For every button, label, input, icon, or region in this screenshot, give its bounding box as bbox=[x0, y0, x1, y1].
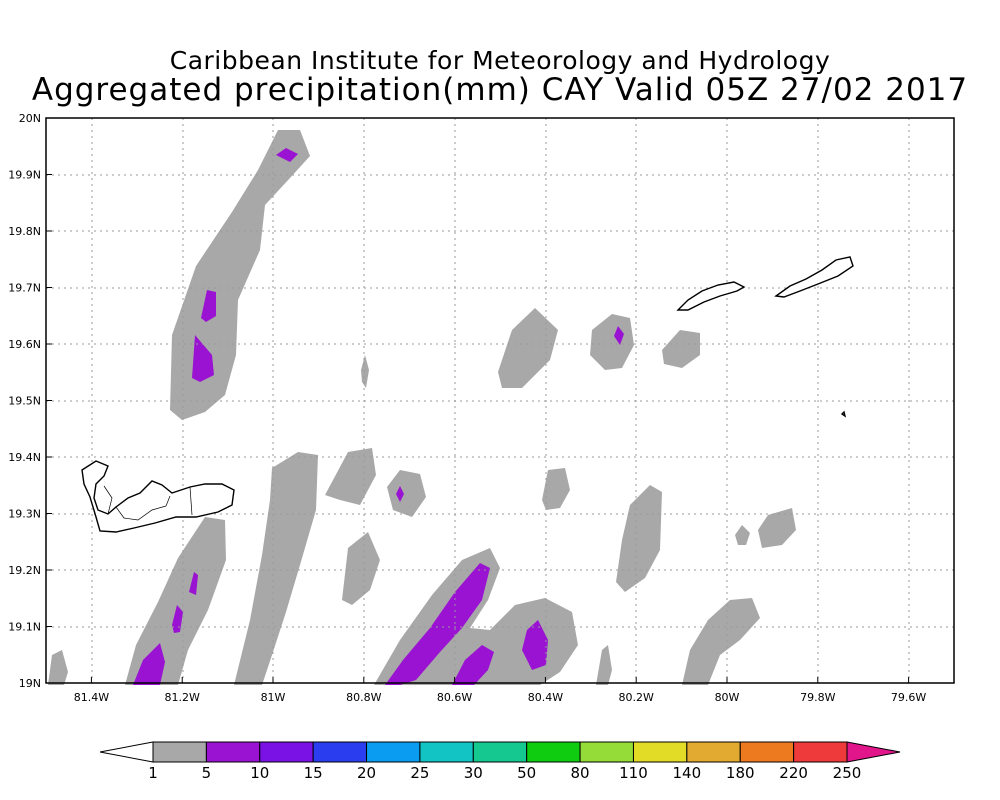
precip-core bbox=[189, 572, 198, 595]
precip-core bbox=[614, 326, 624, 345]
lon-tick-label: 80.2W bbox=[619, 691, 654, 704]
longitude-axis: 81.4W 81.2W 81W 80.8W 80.6W 80.4W 80.2W 80W 79.8… bbox=[74, 677, 926, 704]
precip-band-light bbox=[170, 130, 310, 420]
colorbar-label: 25 bbox=[410, 764, 429, 782]
colorbar-swatch bbox=[472, 741, 528, 763]
colorbar-label: 140 bbox=[673, 764, 702, 782]
lat-tick-label: 19N bbox=[19, 677, 41, 690]
colorbar-label: 110 bbox=[619, 764, 648, 782]
precip-band-light bbox=[325, 448, 376, 505]
islet bbox=[840, 410, 847, 418]
colorbar-label: 250 bbox=[833, 764, 862, 782]
lat-tick-label: 19.9N bbox=[8, 169, 41, 182]
precip-band-light bbox=[234, 452, 318, 685]
lat-tick-label: 20N bbox=[19, 112, 41, 125]
precip-band-light bbox=[735, 525, 750, 545]
colorbar-under-arrow bbox=[99, 741, 154, 763]
lat-tick-label: 19.4N bbox=[8, 451, 41, 464]
colorbar: 1 5 10 15 20 25 30 50 80 110 140 180 220 250 bbox=[99, 741, 901, 782]
map-title: Caribbean Institute for Meteorology and … bbox=[169, 46, 831, 75]
precip-layer-heavy bbox=[133, 148, 624, 685]
precip-band-light bbox=[361, 355, 369, 388]
lon-tick-label: 80.8W bbox=[346, 691, 381, 704]
lat-tick-label: 19.1N bbox=[8, 621, 41, 634]
colorbar-swatch bbox=[739, 741, 795, 763]
colorbar-label: 180 bbox=[726, 764, 755, 782]
lon-tick-label: 81W bbox=[261, 691, 286, 704]
colorbar-label: 15 bbox=[304, 764, 323, 782]
colorbar-swatch bbox=[579, 741, 634, 763]
precip-band-light bbox=[662, 330, 700, 368]
colorbar-label: 5 bbox=[202, 764, 212, 782]
lat-tick-label: 19.5N bbox=[8, 395, 41, 408]
colorbar-swatch bbox=[526, 741, 581, 763]
precip-band-light bbox=[125, 517, 226, 685]
lon-tick-label: 81.4W bbox=[74, 691, 109, 704]
precip-core bbox=[201, 290, 216, 322]
lat-tick-label: 19.7N bbox=[8, 282, 41, 295]
lon-tick-label: 80W bbox=[715, 691, 740, 704]
colorbar-label: 80 bbox=[571, 764, 590, 782]
lon-tick-label: 80.4W bbox=[528, 691, 563, 704]
colorbar-label: 30 bbox=[464, 764, 483, 782]
map-subtitle: Aggregated precipitation(mm) CAY Valid 0… bbox=[31, 72, 969, 108]
lon-tick-label: 80.6W bbox=[437, 691, 472, 704]
lat-tick-label: 19.3N bbox=[8, 508, 41, 521]
precip-core bbox=[522, 620, 548, 670]
latitude-axis: 19N 19.1N 19.2N 19.3N 19.4N 19.5N 19.6N 19.7N 19… bbox=[8, 112, 52, 690]
colorbar-label: 1 bbox=[148, 764, 158, 782]
colorbar-over-arrow bbox=[846, 741, 901, 763]
precip-band-light bbox=[590, 314, 634, 370]
lon-tick-label: 79.8W bbox=[800, 691, 835, 704]
precip-band-light bbox=[542, 468, 570, 510]
precip-core bbox=[192, 335, 214, 382]
lon-tick-label: 79.6W bbox=[891, 691, 926, 704]
colorbar-label: 50 bbox=[517, 764, 536, 782]
precip-core bbox=[172, 605, 183, 633]
precip-band-light bbox=[48, 650, 68, 685]
lat-tick-label: 19.6N bbox=[8, 338, 41, 351]
precip-core bbox=[385, 563, 490, 685]
precip-core bbox=[133, 643, 165, 685]
precip-band-light bbox=[387, 470, 426, 517]
interior-lines bbox=[103, 485, 193, 521]
colorbar-swatch bbox=[152, 741, 207, 763]
precip-band-light bbox=[596, 645, 612, 685]
precip-band-light bbox=[616, 485, 662, 592]
little-cayman-coastline bbox=[676, 281, 746, 311]
colorbar-label: 10 bbox=[250, 764, 269, 782]
precip-band-light bbox=[758, 508, 796, 548]
colorbar-swatch bbox=[366, 741, 421, 763]
colorbar-label: 220 bbox=[779, 764, 808, 782]
lon-tick-label: 81.2W bbox=[165, 691, 200, 704]
grand-cayman-coastline bbox=[81, 460, 235, 533]
precip-core bbox=[276, 148, 298, 162]
precip-core bbox=[452, 645, 494, 685]
precip-band-light bbox=[342, 532, 380, 605]
precip-core bbox=[396, 486, 404, 502]
coastlines bbox=[81, 256, 854, 533]
colorbar-swatch bbox=[632, 741, 688, 763]
lat-tick-label: 19.8N bbox=[8, 225, 41, 238]
colorbar-label: 20 bbox=[357, 764, 376, 782]
colorbar-swatch bbox=[259, 741, 314, 763]
precip-band-light bbox=[498, 308, 558, 388]
colorbar-swatch bbox=[205, 741, 261, 763]
lat-tick-label: 19.2N bbox=[8, 564, 41, 577]
colorbar-swatch bbox=[312, 741, 368, 763]
cayman-brac-coastline bbox=[774, 256, 854, 298]
colorbar-swatch bbox=[419, 741, 474, 763]
colorbar-swatch bbox=[686, 741, 741, 763]
precip-layer-light bbox=[48, 130, 796, 685]
precip-band-light bbox=[682, 598, 760, 685]
colorbar-swatch bbox=[793, 741, 848, 763]
